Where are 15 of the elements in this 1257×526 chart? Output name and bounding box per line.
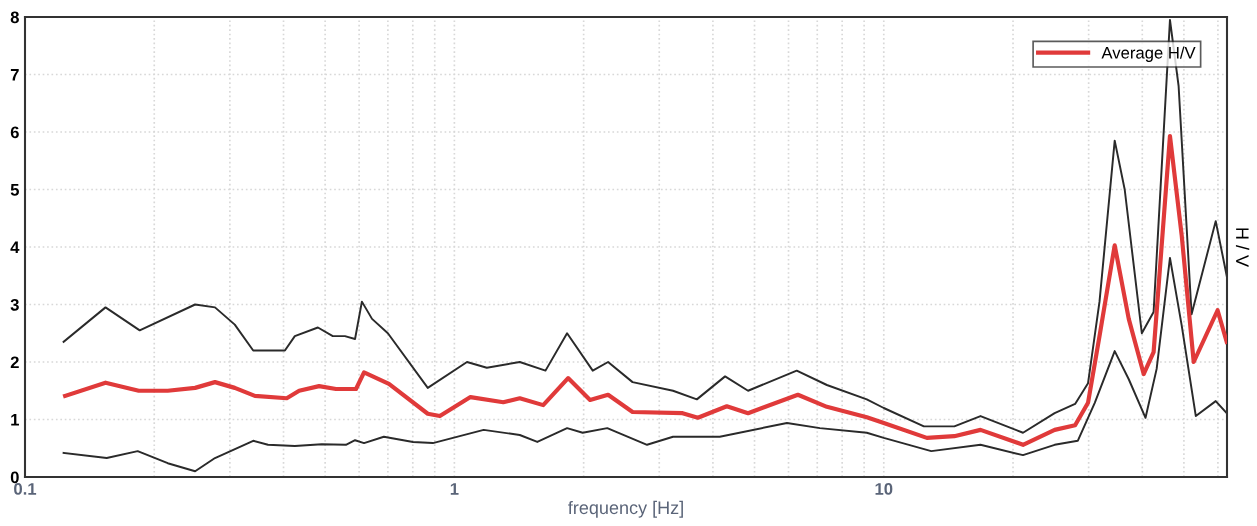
y-tick-label: 8 <box>10 11 19 24</box>
x-tick-label: 1 <box>450 483 459 495</box>
y-tick-label: 1 <box>11 414 19 426</box>
x-tick-label: 0.1 <box>14 483 37 495</box>
y-tick-label: 0 <box>10 471 19 484</box>
y-tick-label: 6 <box>10 126 19 139</box>
x-tick-label: 10 <box>875 483 893 495</box>
y-tick-label: 3 <box>10 298 19 311</box>
y-tick-label: 4 <box>10 241 20 254</box>
y-axis-title: H / V <box>1235 228 1250 267</box>
legend-label: Average H/V <box>1101 46 1196 62</box>
y-tick-label: 2 <box>10 356 19 369</box>
x-axis-title: frequency [Hz] <box>568 500 683 518</box>
y-tick-label: 7 <box>10 69 19 81</box>
y-tick-label: 5 <box>10 184 19 196</box>
